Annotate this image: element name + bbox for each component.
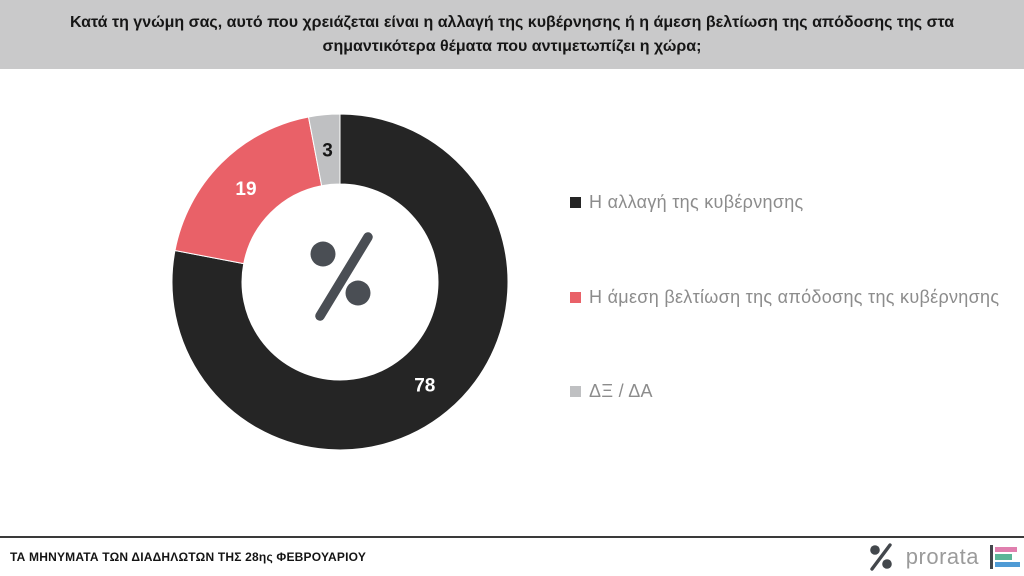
prorata-bar-green bbox=[995, 554, 1012, 560]
prorata-bar-pink bbox=[995, 546, 1017, 553]
donut-slice-0 bbox=[171, 113, 509, 451]
donut-chart: 78 19 3 bbox=[171, 113, 509, 451]
prorata-bar-blue bbox=[995, 561, 1020, 568]
prorata-wordmark: prorata bbox=[905, 544, 979, 569]
legend-item-government-change: Η αλλαγή της κυβέρνησης bbox=[570, 191, 804, 213]
legend-label-performance-improvement: Η άμεση βελτίωση της απόδοσης της κυβέρν… bbox=[589, 286, 1000, 307]
source-label: ΤΑ ΜΗΝΥΜΑΤΑ ΤΩΝ ΔΙΑΔΗΛΩΤΩΝ ΤΗΣ 28ης ΦΕΒΡ… bbox=[10, 550, 367, 564]
question-banner: Κατά τη γνώμη σας, αυτό που χρειάζεται ε… bbox=[0, 0, 1024, 69]
legend-item-dk-na: ΔΞ / ΔΑ bbox=[570, 380, 653, 402]
legend-label-dk-na: ΔΞ / ΔΑ bbox=[589, 380, 653, 401]
donut-value-label-2: 3 bbox=[322, 141, 333, 162]
prorata-bars-icon bbox=[990, 545, 1020, 569]
footer-rule bbox=[0, 536, 1024, 538]
legend-swatch-performance-improvement bbox=[570, 291, 581, 303]
prorata-bars bbox=[995, 545, 1020, 569]
question-text: Κατά τη γνώμη σας, αυτό που χρειάζεται ε… bbox=[69, 14, 955, 55]
legend-swatch-dk-na bbox=[570, 385, 581, 397]
prorata-logo: prorata bbox=[867, 541, 1020, 573]
percent-icon bbox=[310, 232, 373, 321]
prorata-bars-axis bbox=[990, 545, 993, 569]
donut-value-label-0: 78 bbox=[414, 375, 435, 396]
legend-swatch-government-change bbox=[570, 196, 581, 208]
legend-item-performance-improvement: Η άμεση βελτίωση της απόδοσης της κυβέρν… bbox=[570, 286, 999, 308]
prorata-percent-icon bbox=[869, 543, 892, 571]
donut-slice-2 bbox=[307, 113, 341, 187]
donut-value-label-1: 19 bbox=[235, 179, 256, 200]
legend-label-government-change: Η αλλαγή της κυβέρνησης bbox=[589, 191, 804, 212]
